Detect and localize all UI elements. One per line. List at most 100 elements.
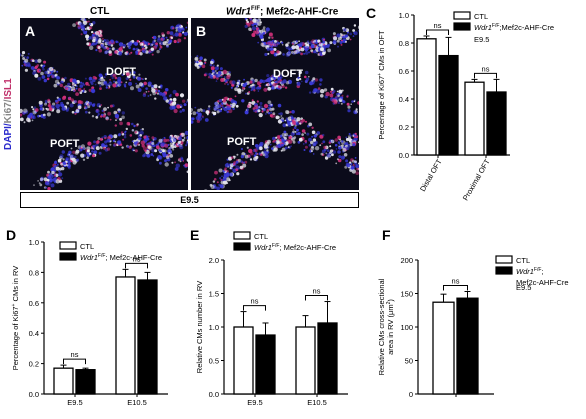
cell-dot: [332, 32, 336, 36]
cell-dot: [97, 137, 101, 140]
cell-dot: [37, 77, 42, 81]
cell-dot: [265, 31, 268, 34]
bar-ctl: [432, 301, 455, 395]
cell-dot: [265, 27, 270, 32]
cell-dot: [21, 54, 24, 57]
cell-dot: [46, 112, 51, 117]
cell-dot: [199, 61, 203, 66]
cell-dot: [307, 51, 311, 54]
cell-dot: [42, 113, 46, 117]
cell-dot: [139, 128, 142, 131]
cell-dot: [99, 84, 102, 87]
cell-dot: [97, 46, 101, 49]
cell-dot: [209, 63, 213, 67]
cell-dot: [291, 136, 294, 139]
cell-dot: [95, 115, 99, 119]
chart-c: C 0.0 0.2 0.4 0.6 0.8 1.0 Percentage of Ki67+ C…: [366, 5, 554, 202]
cell-dot: [75, 109, 80, 113]
cell-dot: [336, 90, 339, 93]
cell-dot: [168, 94, 172, 98]
legend-entry: CTL: [80, 242, 94, 251]
cell-dot: [264, 52, 268, 57]
cell-dot: [308, 137, 312, 142]
cell-dot: [172, 27, 175, 30]
cell-dot: [258, 84, 262, 88]
cell-dot: [253, 89, 256, 92]
cell-dot: [107, 111, 112, 116]
cell-dot: [181, 108, 185, 112]
cell-dot: [163, 96, 168, 101]
cell-dot: [92, 36, 97, 41]
cell-dot: [275, 116, 278, 119]
cell-dot: [254, 78, 258, 83]
cell-dot: [135, 52, 138, 55]
cell-dot: [145, 87, 149, 90]
cell-dot: [351, 100, 354, 103]
cell-dot: [280, 76, 283, 79]
cell-dot: [275, 136, 278, 139]
y-tick-label: 0.4: [29, 329, 39, 338]
cell-dot: [251, 23, 254, 27]
cell-dot: [241, 99, 245, 103]
cell-dot: [139, 134, 142, 137]
cell-dot: [334, 138, 338, 142]
cell-dot: [214, 66, 219, 71]
cell-dot: [23, 108, 28, 113]
cell-dot: [277, 103, 282, 108]
cell-dot: [158, 85, 161, 89]
cell-dot: [27, 114, 32, 119]
cell-dot: [113, 80, 116, 83]
cell-dot: [345, 162, 350, 167]
cell-dot: [77, 26, 81, 30]
cell-dot: [216, 64, 219, 67]
cell-dot: [110, 135, 113, 138]
cell-dot: [305, 46, 310, 51]
cell-dot: [300, 52, 303, 56]
cell-dot: [237, 158, 242, 163]
cell-dot: [353, 31, 356, 34]
cell-dot: [112, 73, 117, 78]
cell-dot: [322, 51, 326, 56]
cell-dot: [268, 32, 273, 37]
cell-dot: [141, 144, 146, 148]
cell-dot: [200, 109, 204, 112]
cell-dot: [358, 29, 359, 32]
cell-dot: [27, 119, 31, 123]
cell-dot: [322, 133, 325, 137]
cell-dot: [353, 24, 357, 27]
panel-letter-f: F: [382, 227, 391, 243]
cell-dot: [54, 160, 58, 165]
cell-dot: [267, 112, 271, 115]
cell-dot: [75, 158, 80, 162]
cell-dot: [161, 141, 165, 145]
cell-dot: [60, 162, 64, 166]
cell-dot: [232, 102, 236, 107]
bar-ko: [75, 369, 96, 395]
cell-dot: [88, 111, 91, 114]
legend-sup: F/F: [492, 23, 500, 29]
bar-ko: [456, 297, 479, 395]
cell-dot: [338, 89, 343, 94]
cell-dot: [216, 110, 220, 114]
cell-dot: [121, 111, 126, 115]
cell-dot: [197, 108, 201, 112]
cell-dot: [340, 102, 343, 105]
cell-dot: [150, 47, 154, 51]
cell-dot: [85, 34, 90, 39]
cell-dot: [104, 39, 110, 44]
cell-dot: [287, 41, 290, 45]
cell-dot: [336, 39, 340, 43]
cell-dot: [352, 35, 355, 37]
cell-dot: [298, 51, 301, 54]
cell-dot: [244, 24, 248, 29]
cell-dot: [330, 90, 332, 93]
cell-dot: [276, 50, 280, 54]
cell-dot: [316, 131, 321, 135]
cell-dot: [88, 23, 91, 26]
cell-dot: [169, 142, 174, 147]
cell-dot: [182, 99, 186, 103]
cell-dot: [61, 166, 65, 171]
cell-dot: [132, 75, 136, 79]
cell-dot: [39, 177, 44, 181]
cell-dot: [143, 41, 148, 45]
